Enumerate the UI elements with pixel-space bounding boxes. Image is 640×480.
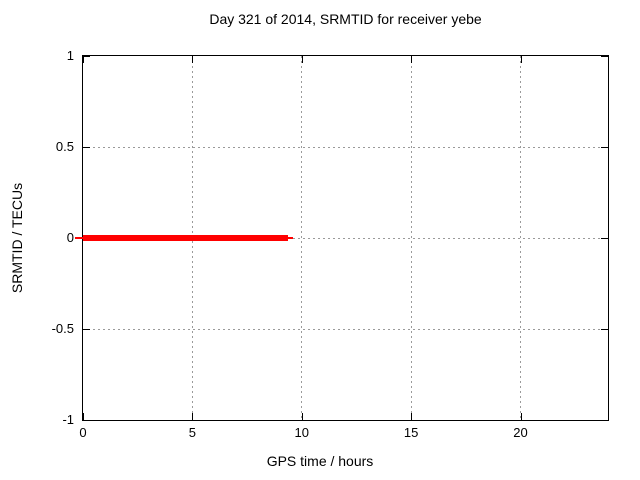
y-tick-label: -1: [62, 412, 74, 427]
y-tick-left: [83, 328, 90, 330]
y-tick-left: [83, 55, 90, 57]
x-tick-bottom: [83, 413, 84, 420]
x-tick-label: 20: [513, 425, 528, 440]
x-tick-label: 5: [188, 425, 196, 440]
chart-title: Day 321 of 2014, SRMTID for receiver yeb…: [209, 11, 482, 27]
x-tick-top: [83, 56, 84, 63]
plot-area: [75, 55, 609, 421]
x-tick-label: 15: [403, 425, 419, 440]
y-tick-right: [601, 146, 608, 148]
x-tick-label: 0: [79, 425, 87, 440]
x-tick-top: [411, 56, 413, 63]
x-tick-bottom: [301, 413, 303, 420]
y-tick-right: [601, 237, 608, 239]
y-tick-label: 0: [66, 230, 74, 245]
y-gridline: [83, 328, 608, 330]
y-tick-label: -0.5: [51, 321, 74, 336]
x-tick-top: [192, 56, 194, 63]
y-tick-label: 1: [66, 48, 74, 63]
data-series-line: [75, 235, 293, 241]
x-tick-bottom: [520, 413, 522, 420]
x-axis-label: GPS time / hours: [266, 453, 374, 469]
x-tick-top: [301, 56, 303, 63]
y-tick-left: [83, 419, 90, 421]
x-tick-bottom: [411, 413, 413, 420]
x-tick-top: [520, 56, 522, 63]
y-tick-label: 0.5: [55, 139, 74, 154]
y-gridline: [83, 146, 608, 148]
x-tick-label: 10: [294, 425, 309, 440]
y-tick-left: [83, 146, 90, 148]
x-tick-bottom: [192, 413, 194, 420]
y-tick-right: [601, 419, 608, 421]
y-tick-right: [601, 55, 608, 57]
y-tick-right: [601, 328, 608, 330]
y-gridline: [83, 237, 608, 239]
